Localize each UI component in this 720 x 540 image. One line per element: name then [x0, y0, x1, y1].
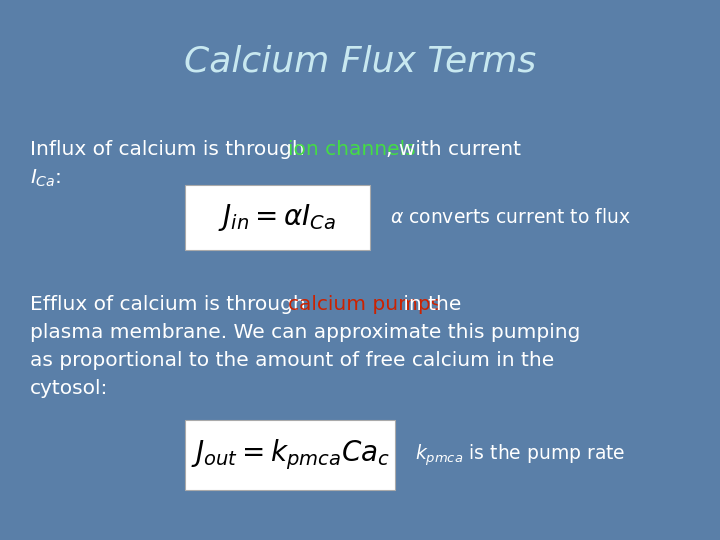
Text: Calcium Flux Terms: Calcium Flux Terms	[184, 45, 536, 79]
Text: $J_{in} = \alpha I_{Ca}$: $J_{in} = \alpha I_{Ca}$	[218, 202, 336, 233]
Text: $\alpha$ converts current to flux: $\alpha$ converts current to flux	[390, 208, 631, 227]
FancyBboxPatch shape	[185, 185, 370, 250]
Text: $J_{out} = k_{pmca} Ca_c$: $J_{out} = k_{pmca} Ca_c$	[191, 438, 390, 472]
Text: as proportional to the amount of free calcium in the: as proportional to the amount of free ca…	[30, 351, 554, 370]
Text: ion channels: ion channels	[288, 140, 415, 159]
Text: $I_{Ca}$:: $I_{Ca}$:	[30, 168, 61, 190]
Text: plasma membrane. We can approximate this pumping: plasma membrane. We can approximate this…	[30, 323, 580, 342]
Text: $k_{pmca}$ is the pump rate: $k_{pmca}$ is the pump rate	[415, 442, 626, 468]
Text: , with current: , with current	[386, 140, 521, 159]
FancyBboxPatch shape	[185, 420, 395, 490]
Text: Influx of calcium is through: Influx of calcium is through	[30, 140, 311, 159]
Text: in the: in the	[397, 295, 462, 314]
Text: calcium pumps: calcium pumps	[288, 295, 441, 314]
Text: Efflux of calcium is through: Efflux of calcium is through	[30, 295, 312, 314]
Text: cytosol:: cytosol:	[30, 379, 109, 398]
